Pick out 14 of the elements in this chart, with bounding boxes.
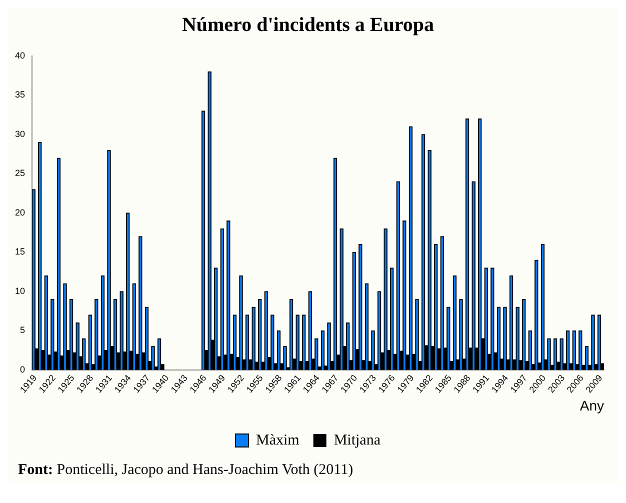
y-tick-label: 0 (20, 364, 26, 374)
chart-title: Número d'incidents a Europa (182, 14, 434, 36)
legend-label: Mitjana (334, 432, 381, 448)
legend-label: Màxim (256, 432, 300, 448)
y-tick-label: 40 (14, 50, 26, 60)
text: Font: Ponticelli, Jacopo and Hans-Joachim Voth (2011) (18, 462, 354, 478)
y-tick-label: 35 (14, 90, 26, 100)
y-tick-label: 25 (14, 168, 26, 178)
y-tick-label: 20 (14, 207, 26, 218)
x-axis-title: Any (580, 397, 604, 414)
y-tick-label: 10 (14, 286, 26, 296)
y-tick-label: 5 (20, 325, 26, 336)
y-tick-label: 15 (14, 246, 26, 257)
y-tick-label: 30 (14, 128, 26, 139)
